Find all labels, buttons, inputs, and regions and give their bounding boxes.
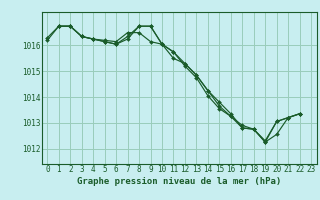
X-axis label: Graphe pression niveau de la mer (hPa): Graphe pression niveau de la mer (hPa) [77,177,281,186]
